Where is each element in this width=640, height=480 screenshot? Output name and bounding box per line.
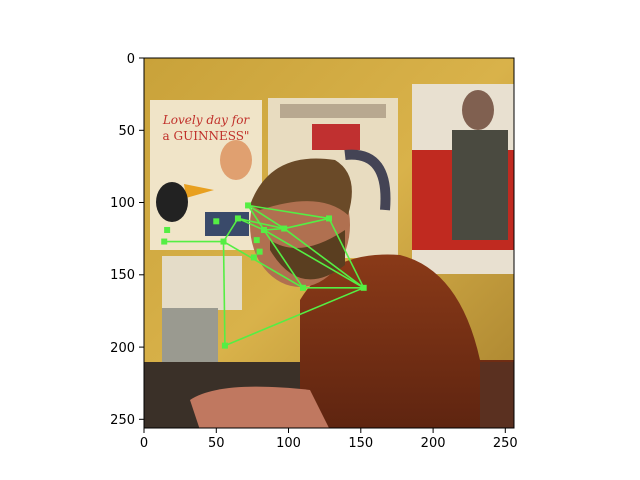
x-tick-label: 0 [140, 436, 148, 451]
monitor [162, 308, 218, 366]
skeleton-edge [263, 229, 365, 289]
x-axis: 0 50 100 150 200 250 [140, 428, 518, 451]
x-tick-label: 250 [493, 436, 518, 451]
keypoint-marker [161, 238, 168, 245]
skeleton-edge [247, 204, 265, 231]
skeleton-edge [237, 217, 285, 230]
skeleton-edge [247, 204, 285, 230]
y-tick-label: 250 [110, 413, 135, 428]
svg-text:a GUINNESS": a GUINNESS" [163, 129, 250, 143]
skeleton-edge [222, 218, 239, 242]
y-tick-label: 0 [127, 52, 135, 67]
keypoint-marker [213, 218, 220, 225]
svg-text:Lovely day for: Lovely day for [162, 113, 251, 127]
keypoint-marker [253, 237, 260, 244]
skeleton-edge [283, 227, 365, 289]
keypoint-marker [326, 215, 332, 222]
skeleton-edge [222, 241, 226, 346]
keypoint-marker [221, 342, 228, 349]
paper [162, 256, 242, 310]
x-tick-label: 50 [208, 436, 225, 451]
y-axis: 0 50 100 150 200 250 [110, 52, 144, 428]
man-shirt [300, 254, 514, 428]
guinness-poster: Lovely day for a GUINNESS" [150, 100, 262, 250]
y-tick-label: 200 [110, 341, 135, 356]
x-tick-label: 100 [276, 436, 301, 451]
skeleton-edge [328, 218, 365, 289]
keypoint-marker [260, 226, 267, 233]
skeleton-edge [263, 229, 304, 289]
keypoint-marker [299, 284, 306, 291]
y-tick-label: 100 [110, 196, 135, 211]
right-poster [412, 84, 514, 274]
man-arm [190, 386, 329, 428]
photo: Lovely day for a GUINNESS" [144, 58, 514, 428]
keypoint-marker [250, 254, 257, 261]
axes-frame [143, 57, 515, 429]
keypoint-marker [220, 238, 227, 245]
keypoint-marker [256, 248, 263, 255]
keypoint-marker [360, 284, 367, 291]
skeleton-edge [223, 240, 304, 289]
keypoint-marker [234, 215, 241, 222]
y-tick-label: 150 [110, 268, 135, 283]
x-tick-label: 200 [421, 436, 446, 451]
keypoint-marker [245, 202, 252, 209]
skeleton-edge [263, 227, 285, 231]
man-hair [250, 158, 352, 215]
skeleton-edge [224, 287, 364, 347]
skeleton-edge [284, 217, 330, 230]
y-tick-label: 50 [118, 124, 135, 139]
x-tick-label: 150 [348, 436, 373, 451]
skeleton-edge [237, 217, 265, 231]
keypoint-marker [164, 226, 171, 233]
right-chair [480, 362, 514, 428]
skeleton-overlay [164, 204, 365, 347]
skeleton-edge [247, 204, 330, 220]
keypoint-marker [281, 225, 288, 232]
keypoint-overlay [161, 202, 367, 349]
